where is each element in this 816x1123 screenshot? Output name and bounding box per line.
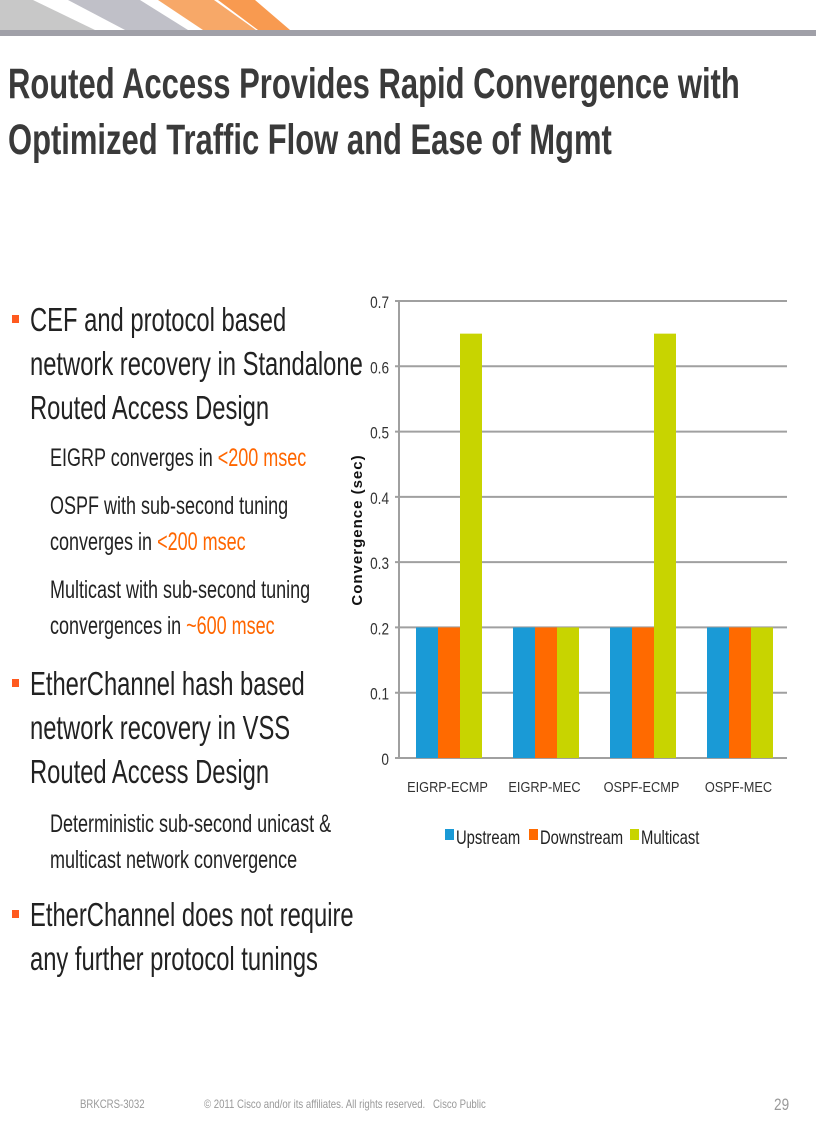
sub-bullet-text: OSPF with sub-second tuning converges in … (50, 488, 288, 560)
bar-downstream (438, 627, 460, 758)
sub-bullet-line-text: Multicast with sub-second tuning (50, 576, 311, 604)
x-tick-label: EIGRP-ECMP (407, 778, 488, 795)
bullet-line: any further protocol tunings (30, 940, 318, 977)
y-tick-label: 0.5 (370, 424, 389, 443)
sub-bullet-line-text: OSPF with sub-second tuning (50, 492, 289, 520)
highlight-value: <200 msec (217, 444, 307, 472)
bar-upstream (610, 627, 632, 758)
highlight-value: <200 msec (157, 528, 246, 556)
bar-upstream (707, 627, 729, 758)
x-tick-label: OSPF-MEC (705, 778, 772, 795)
x-tick-label: OSPF-ECMP (604, 778, 680, 795)
sub-bullet-line-text: multicast network convergence (50, 846, 298, 874)
legend-label: Downstream (540, 827, 623, 848)
bullet-icon (12, 315, 19, 323)
bullet-line: EtherChannel hash based (30, 665, 305, 702)
y-tick-label: 0.4 (370, 490, 389, 509)
sub-bullet-text: EIGRP converges in <200 msec (50, 440, 306, 476)
y-axis-label: Convergence (sec) (349, 454, 366, 605)
sub-bullet-line: EIGRP converges in <200 msec (50, 440, 306, 476)
sub-bullet-line: Deterministic sub-second unicast & (50, 806, 331, 842)
bullet-line: network recovery in VSS (30, 709, 291, 746)
legend-swatch (630, 829, 639, 840)
highlight-value: ~600 msec (186, 612, 275, 640)
header-banner (0, 0, 816, 36)
bar-multicast (460, 333, 482, 758)
bullet-line: Routed Access Design (30, 389, 270, 426)
bullet-icon (12, 910, 19, 918)
sub-bullet-text: Multicast with sub-second tuning converge… (50, 572, 310, 644)
x-tick-label: EIGRP-MEC (508, 778, 580, 795)
bullet-line: Routed Access Design (30, 753, 270, 790)
bullet-icon (12, 679, 19, 687)
sub-bullet-text: Deterministic sub-second unicast & multic… (50, 806, 331, 878)
sub-bullet-line-text: EIGRP converges in (50, 444, 218, 472)
bar-downstream (632, 627, 654, 758)
legend-label: Multicast (641, 827, 700, 848)
sub-bullet-line: OSPF with sub-second tuning (50, 488, 288, 524)
y-tick-label: 0.7 (370, 294, 389, 313)
y-tick-label: 0 (381, 751, 389, 770)
sub-bullet-line: multicast network convergence (50, 842, 331, 878)
bullet-line: EtherChannel does not require (30, 896, 354, 933)
bullet-line: CEF and protocol based (30, 301, 287, 338)
bar-upstream (416, 627, 438, 758)
bar-multicast (751, 627, 773, 758)
bar-multicast (557, 627, 579, 758)
bullet-text: CEF and protocol based network recovery i… (30, 298, 363, 430)
y-tick-label: 0.3 (370, 555, 389, 574)
footer-code: BRKCRS-3032 (80, 1097, 145, 1111)
sub-bullet-line: converges in <200 msec (50, 524, 288, 560)
y-tick-label: 0.6 (370, 359, 389, 378)
sub-bullet-line: Multicast with sub-second tuning (50, 572, 310, 608)
bullet-line: network recovery in Standalone (30, 345, 363, 382)
legend-label: Upstream (456, 827, 520, 848)
bar-upstream (513, 627, 535, 758)
bar-multicast (654, 333, 676, 758)
y-tick-label: 0.2 (370, 620, 389, 639)
sub-bullet-line-text: Deterministic sub-second unicast & (50, 810, 332, 838)
legend-swatch (445, 829, 454, 840)
y-tick-label: 0.1 (370, 685, 389, 704)
bar-downstream (729, 627, 751, 758)
sub-bullet-line-text: convergences in (50, 612, 187, 640)
title-line: Optimized Traffic Flow and Ease of Mgmt (8, 116, 612, 164)
bullet-text: EtherChannel does not require any further… (30, 893, 354, 981)
bar-downstream (535, 627, 557, 758)
slide-title: Routed Access Provides Rapid Convergence… (8, 56, 740, 168)
title-line: Routed Access Provides Rapid Convergence… (8, 60, 740, 108)
page-number: 29 (774, 1095, 790, 1114)
legend-swatch (529, 829, 538, 840)
bullet-text: EtherChannel hash based network recovery … (30, 662, 305, 794)
sub-bullet-line-text: converges in (50, 528, 158, 556)
footer-copyright: © 2011 Cisco and/or its affiliates. All … (204, 1097, 426, 1111)
sub-bullet-line: convergences in ~600 msec (50, 608, 310, 644)
footer-classification: Cisco Public (433, 1097, 486, 1111)
